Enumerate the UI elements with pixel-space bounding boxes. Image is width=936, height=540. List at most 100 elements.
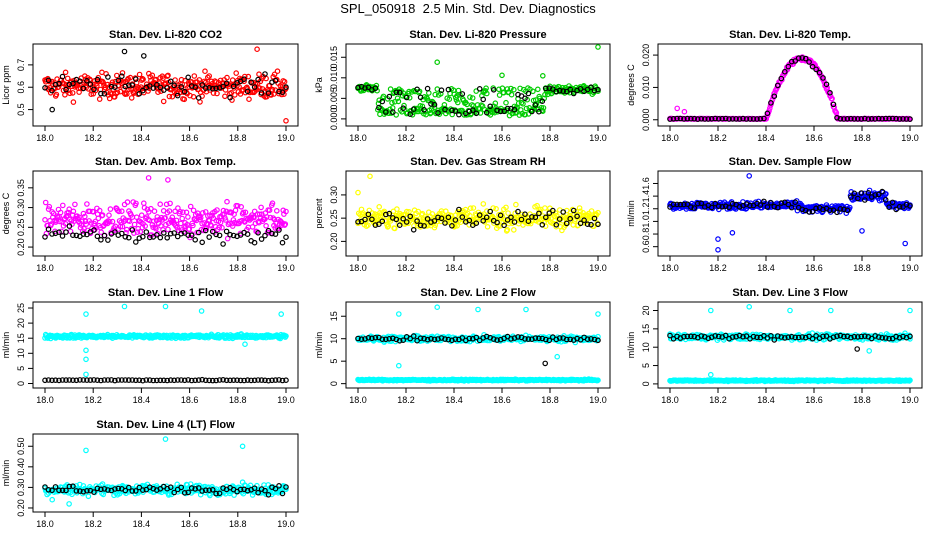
data-point: [729, 116, 736, 122]
data-point: [574, 213, 580, 220]
data-point: [820, 75, 826, 81]
data-point: [251, 84, 258, 90]
data-point: [112, 84, 118, 91]
data-points: [42, 46, 289, 124]
data-point: [684, 201, 691, 208]
data-point: [667, 332, 673, 339]
data-point: [400, 215, 407, 222]
data-point: [719, 115, 726, 122]
data-point: [205, 74, 211, 81]
data-point: [157, 84, 164, 91]
y-tick-label: 0.30: [16, 479, 26, 497]
data-point: [866, 348, 873, 354]
data-point: [595, 44, 601, 50]
data-point: [459, 335, 466, 341]
data-point: [907, 116, 913, 122]
x-tick-label: 18.8: [229, 395, 247, 405]
data-point: [788, 58, 795, 65]
data-point: [192, 377, 199, 384]
y-tick-label: 0.35: [16, 179, 26, 197]
y-tick-label: 1.0: [641, 215, 651, 228]
data-point: [681, 108, 688, 115]
data-point: [827, 307, 834, 314]
data-point: [525, 336, 532, 342]
data-point: [476, 86, 483, 92]
data-point: [154, 81, 160, 88]
y-tick-label: 0.25: [329, 209, 339, 227]
data-point: [150, 85, 157, 91]
data-point: [434, 59, 441, 66]
data-point: [178, 230, 185, 237]
data-point: [136, 377, 143, 384]
data-point: [206, 73, 213, 79]
data-point: [167, 78, 174, 85]
data-point: [115, 377, 122, 383]
x-tick-label: 18.0: [349, 263, 367, 273]
data-point: [417, 94, 424, 101]
data-point: [501, 222, 507, 229]
data-point: [171, 230, 178, 236]
data-point: [244, 377, 251, 383]
data-point: [907, 333, 913, 340]
data-point: [896, 203, 903, 210]
data-point: [532, 214, 539, 221]
data-point: [879, 334, 886, 341]
data-point: [435, 110, 441, 116]
data-point: [157, 201, 164, 208]
data-point: [595, 86, 601, 93]
data-point: [837, 332, 844, 339]
data-point: [584, 336, 591, 343]
data-point: [483, 208, 490, 214]
data-point: [42, 85, 48, 91]
data-point: [200, 210, 206, 216]
data-point: [160, 98, 167, 105]
data-point: [698, 333, 705, 339]
x-tick-label: 18.6: [805, 263, 823, 273]
data-point: [395, 311, 402, 317]
y-tick-label: 0.30: [329, 186, 339, 204]
x-tick-label: 18.8: [853, 395, 871, 405]
data-point: [195, 377, 202, 383]
data-point: [141, 53, 147, 59]
data-point: [823, 81, 830, 88]
data-point: [53, 91, 60, 98]
y-axis-label: ml/min: [314, 332, 324, 359]
data-point: [262, 377, 268, 384]
data-point: [386, 335, 393, 342]
y-tick-label: 15: [16, 333, 26, 343]
data-point: [701, 116, 708, 122]
data-point: [475, 306, 481, 313]
data-point: [487, 208, 494, 215]
data-point: [591, 87, 598, 94]
data-point: [530, 88, 536, 95]
y-tick-label: 0.010: [641, 76, 651, 99]
data-point: [362, 85, 368, 91]
data-point: [848, 115, 854, 122]
y-tick-label: 25: [16, 303, 26, 313]
x-tick-label: 18.0: [36, 395, 54, 405]
data-point: [241, 377, 247, 384]
data-point: [536, 108, 542, 115]
data-point: [56, 229, 62, 236]
data-point: [220, 376, 226, 383]
data-point: [169, 93, 176, 100]
y-tick-label: 1.4: [641, 190, 651, 203]
data-point: [454, 93, 460, 99]
data-point: [395, 221, 402, 227]
data-point: [230, 232, 237, 239]
data-point: [69, 90, 76, 96]
data-point: [452, 217, 459, 223]
data-point: [185, 214, 191, 220]
data-point: [181, 96, 188, 103]
data-point: [190, 94, 197, 100]
data-point: [52, 81, 59, 88]
data-point: [553, 88, 560, 95]
data-point: [595, 221, 601, 228]
data-point: [414, 86, 420, 93]
data-point: [42, 199, 49, 206]
data-point: [249, 224, 256, 230]
data-point: [879, 188, 886, 195]
data-point: [841, 116, 847, 122]
data-point: [136, 90, 143, 97]
